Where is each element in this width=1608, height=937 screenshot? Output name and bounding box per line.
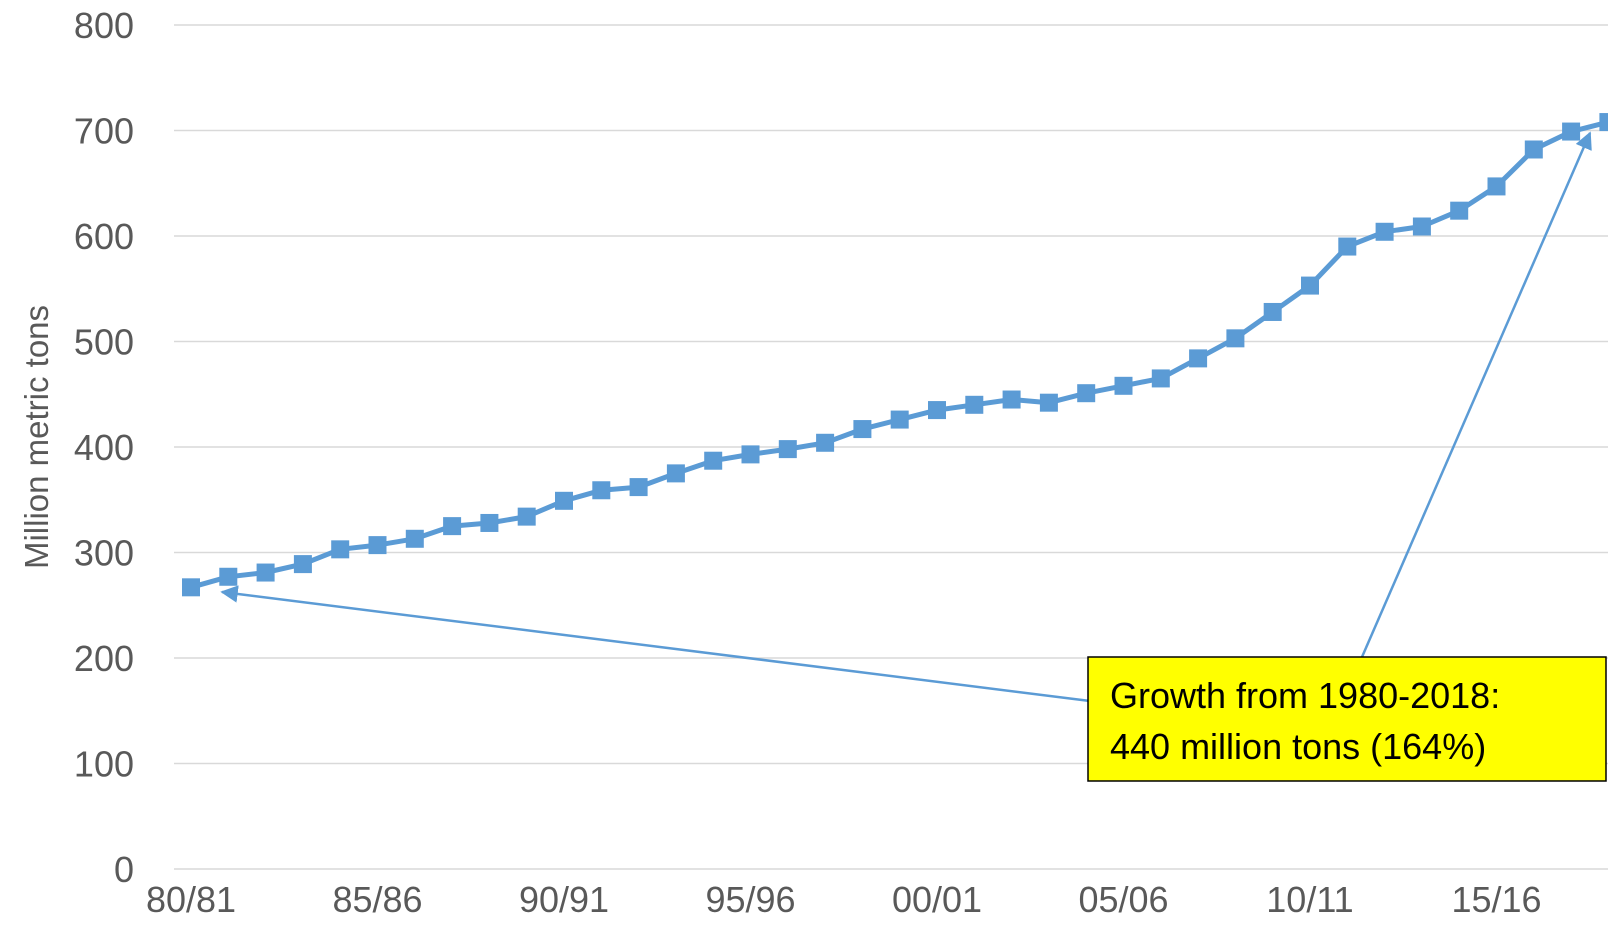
data-point bbox=[816, 433, 835, 452]
data-point bbox=[182, 578, 200, 597]
data-point bbox=[928, 401, 946, 420]
data-point bbox=[1524, 140, 1543, 159]
data-point bbox=[517, 507, 536, 526]
y-tick-label: 0 bbox=[114, 849, 134, 890]
annotation-arrow-end bbox=[1360, 131, 1592, 658]
data-point bbox=[1599, 113, 1608, 132]
series-markers bbox=[182, 113, 1608, 597]
x-tick-label: 05/06 bbox=[1078, 879, 1168, 920]
series-line bbox=[190, 119, 1608, 590]
annotation: Growth from 1980-2018: 440 million tons … bbox=[220, 131, 1607, 782]
data-point bbox=[1189, 349, 1208, 368]
data-point bbox=[443, 517, 462, 536]
data-point bbox=[1077, 384, 1096, 403]
data-point bbox=[778, 440, 797, 459]
y-tick-label: 100 bbox=[74, 744, 134, 785]
data-point bbox=[368, 536, 387, 555]
data-point bbox=[1412, 217, 1431, 236]
data-point bbox=[256, 563, 275, 582]
data-point bbox=[853, 420, 872, 439]
annotation-text-line-1: Growth from 1980-2018: bbox=[1110, 675, 1500, 716]
annotation-box bbox=[1087, 656, 1607, 782]
y-tick-label: 600 bbox=[74, 216, 134, 257]
y-tick-label: 300 bbox=[74, 533, 134, 574]
y-axis-label: Million metric tons bbox=[18, 305, 55, 569]
data-point bbox=[1338, 237, 1357, 256]
data-point bbox=[666, 464, 685, 483]
annotation-arrow-start bbox=[220, 585, 1091, 703]
x-tick-label: 90/91 bbox=[519, 879, 609, 920]
gridlines bbox=[174, 24, 1608, 870]
x-tick-label: 95/96 bbox=[705, 879, 795, 920]
data-point bbox=[480, 513, 499, 532]
data-point bbox=[1375, 222, 1394, 241]
data-point bbox=[592, 481, 611, 500]
x-tick-label: 15/16 bbox=[1451, 879, 1541, 920]
data-point bbox=[1487, 177, 1506, 196]
data-point bbox=[555, 491, 573, 510]
data-point bbox=[1114, 376, 1133, 395]
data-point bbox=[1151, 369, 1170, 388]
y-axis-ticks: 0 100 200 300 400 500 600 700 800 bbox=[74, 5, 134, 890]
data-point bbox=[1002, 390, 1021, 409]
y-tick-label: 200 bbox=[74, 638, 134, 679]
y-tick-label: 700 bbox=[74, 111, 134, 152]
x-tick-label: 10/11 bbox=[1266, 879, 1353, 920]
x-tick-label: 00/01 bbox=[892, 879, 982, 920]
data-point bbox=[1039, 393, 1058, 412]
annotation-text-line-2: 440 million tons (164%) bbox=[1110, 726, 1486, 767]
data-point bbox=[1562, 122, 1581, 141]
data-point bbox=[1226, 329, 1245, 348]
x-tick-label: 80/81 bbox=[146, 879, 236, 920]
data-point bbox=[1301, 276, 1319, 295]
data-point bbox=[1263, 302, 1282, 321]
series bbox=[182, 113, 1608, 597]
data-point bbox=[293, 555, 312, 574]
data-point bbox=[741, 445, 760, 464]
data-point bbox=[704, 451, 723, 470]
y-tick-label: 500 bbox=[74, 322, 134, 363]
x-axis-ticks: 80/81 85/86 90/91 95/96 00/01 05/06 10/11 15/16 bbox=[146, 879, 1542, 920]
data-point bbox=[1450, 201, 1469, 220]
data-point bbox=[629, 478, 648, 497]
data-point bbox=[331, 540, 350, 559]
data-point bbox=[890, 410, 909, 429]
data-point bbox=[965, 395, 984, 414]
y-tick-label: 800 bbox=[74, 5, 134, 46]
data-point bbox=[405, 529, 424, 548]
y-tick-label: 400 bbox=[74, 427, 134, 468]
data-point bbox=[219, 567, 238, 586]
x-tick-label: 85/86 bbox=[332, 879, 422, 920]
